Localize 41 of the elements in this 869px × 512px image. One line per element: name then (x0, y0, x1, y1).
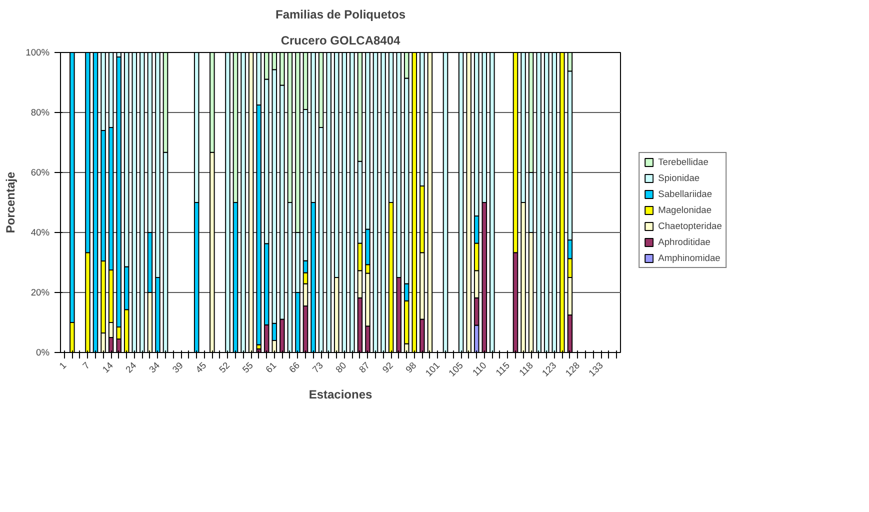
x-tick-label: 73 (310, 360, 325, 375)
x-tick-label: 123 (540, 360, 558, 378)
legend-label: Spionidae (658, 173, 700, 183)
legend-label: Chaetopteridae (658, 221, 722, 231)
x-tick-label: 105 (446, 360, 465, 378)
y-tick-label: 20% (30, 288, 50, 298)
x-tick-label: 24 (124, 360, 138, 375)
x-tick-label: 115 (494, 360, 512, 378)
x-tick-label: 92 (380, 360, 395, 375)
x-tick-label: 55 (240, 360, 255, 375)
legend-label: Magelonidae (658, 205, 712, 215)
legend-label: Sabellariidae (658, 189, 712, 199)
x-tick-label: 128 (564, 360, 582, 378)
x-tick-label: 1 (58, 360, 68, 372)
x-tick-label: 87 (357, 360, 372, 375)
y-tick-label: 0% (36, 348, 50, 358)
x-tick-label: 80 (334, 360, 348, 375)
y-tick-label: 80% (30, 108, 50, 118)
y-tick-label: 100% (26, 48, 50, 58)
x-tick-label: 61 (264, 360, 278, 375)
y-tick-label: 40% (30, 228, 50, 238)
x-tick-label: 45 (194, 360, 208, 375)
x-tick-label: 39 (170, 360, 185, 375)
legend-label: Amphinomidae (658, 253, 720, 263)
x-tick-label: 66 (287, 360, 302, 375)
chart-subtitle: Crucero GOLCA8404 (280, 34, 401, 48)
x-tick-label: 101 (424, 360, 442, 378)
x-tick-label: 7 (80, 360, 92, 372)
x-tick-label: 34 (147, 360, 162, 375)
chart-title: Familias de Poliquetos (275, 8, 406, 22)
legend-label: Terebellidae (658, 157, 708, 167)
y-axis-title: Porcentaje (4, 171, 18, 234)
x-tick-label: 52 (217, 360, 232, 375)
x-tick-label: 118 (517, 360, 535, 378)
x-tick-label: 110 (470, 360, 488, 378)
legend-label: Aphroditidae (658, 237, 710, 247)
y-tick-label: 60% (30, 168, 50, 178)
x-tick-label: 133 (586, 360, 605, 378)
x-axis-title: Estaciones (308, 387, 373, 402)
x-tick-label: 98 (404, 360, 418, 375)
x-tick-label: 14 (100, 360, 115, 375)
